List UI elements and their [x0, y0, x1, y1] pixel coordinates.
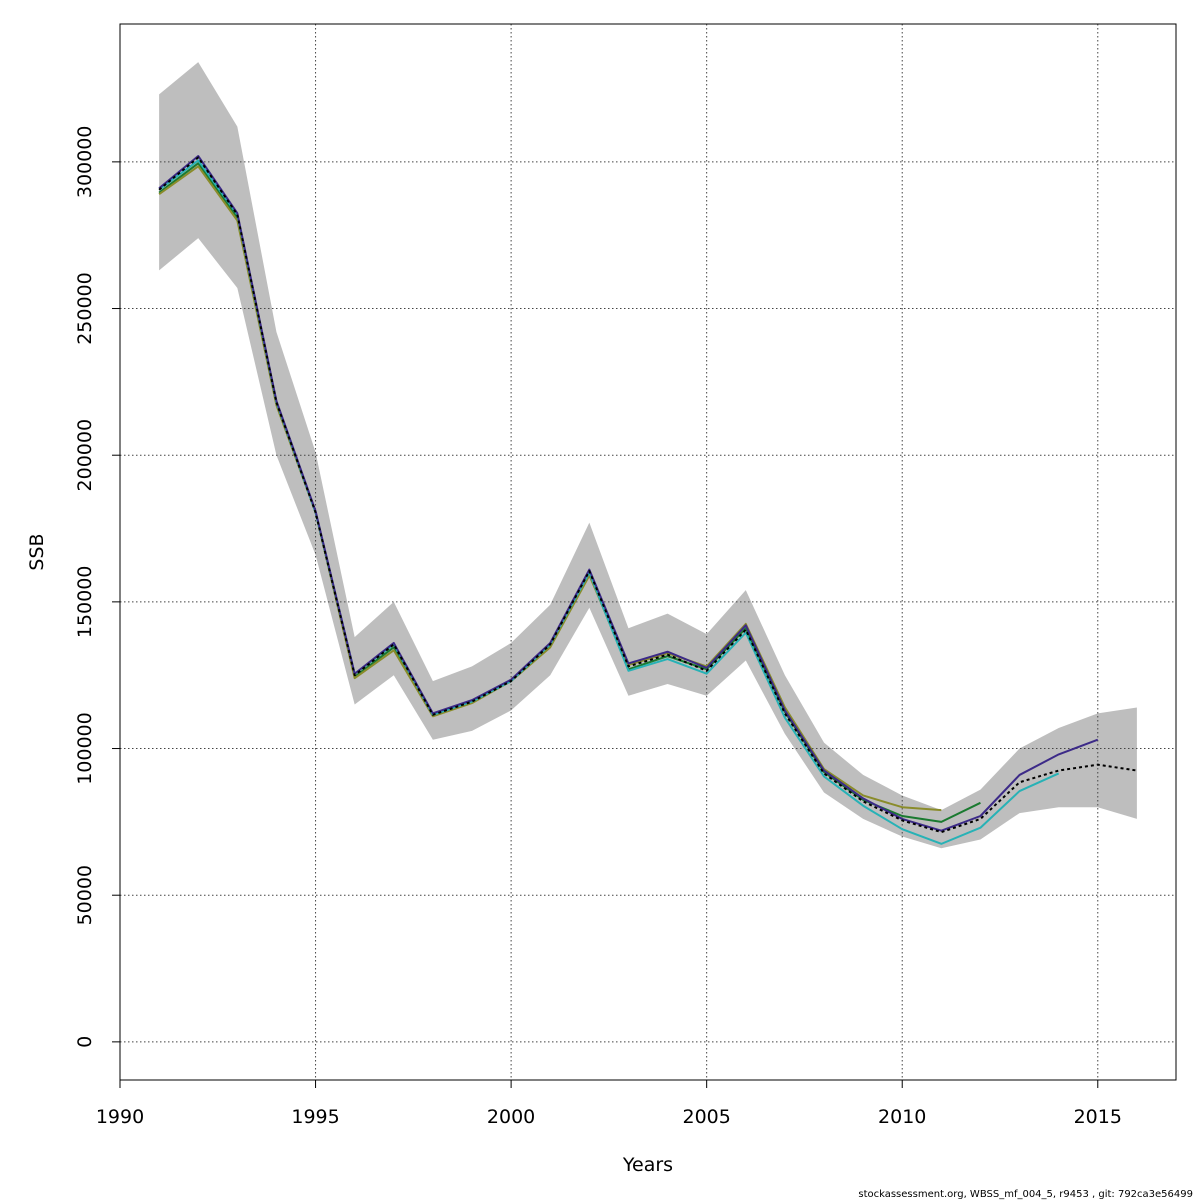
x-tick-label: 1990: [96, 1106, 144, 1128]
y-tick-label: 150000: [74, 566, 96, 639]
y-axis-title: SSB: [26, 533, 48, 570]
y-tick-label: 100000: [74, 712, 96, 785]
x-tick-label: 2000: [487, 1106, 535, 1128]
y-tick-label: 200000: [74, 419, 96, 492]
y-tick-label: 0: [74, 1036, 96, 1048]
series-line-5: [158, 156, 1138, 834]
x-tick-label: 1995: [291, 1106, 339, 1128]
y-tick-label: 250000: [74, 272, 96, 345]
x-tick-label: 2010: [878, 1106, 926, 1128]
footer-note: stockassessment.org, WBSS_mf_004_5, r945…: [858, 1189, 1193, 1200]
x-tick-label: 2015: [1074, 1106, 1122, 1128]
y-axis: 0 50000 100000 150000 200000 250000 300000: [74, 126, 121, 1048]
x-tick-label: 2005: [682, 1106, 730, 1128]
y-tick-label: 300000: [74, 126, 96, 199]
confidence-band-layer: [159, 62, 1137, 849]
series-layer: [158, 155, 1138, 845]
confidence-band: [159, 62, 1137, 849]
y-tick-label: 50000: [74, 865, 96, 925]
x-axis: 1990 1995 2000 2005 2010 2015: [96, 1079, 1122, 1128]
x-axis-title: Years: [622, 1154, 673, 1176]
